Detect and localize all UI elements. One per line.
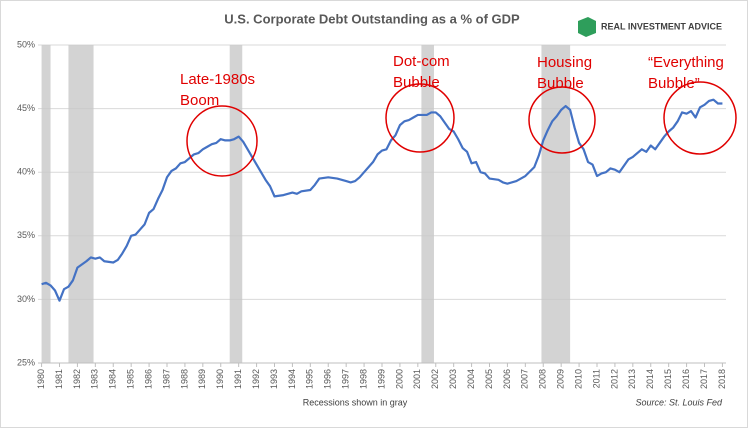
x-tick-label: 2018	[717, 369, 727, 389]
annotation-text: Boom	[180, 92, 219, 109]
brand-text: REAL INVESTMENT ADVICE	[601, 21, 722, 31]
x-tick-label: 1981	[54, 369, 64, 389]
y-tick-label: 45%	[17, 103, 35, 113]
annotation-text: Housing	[537, 54, 592, 71]
x-tick-label: 1987	[161, 369, 171, 389]
annotation-text: Bubble	[537, 75, 584, 92]
recession-band	[229, 45, 243, 363]
x-tick-label: 1984	[108, 369, 118, 389]
data-line	[41, 98, 723, 302]
x-tick-label: 1986	[143, 369, 153, 389]
x-tick-label: 2000	[394, 369, 404, 389]
annotation-circle	[663, 81, 737, 155]
x-tick-label: 1982	[72, 369, 82, 389]
recession-band	[68, 45, 94, 363]
annotation-text: Bubble	[393, 74, 440, 91]
annotation-circle	[186, 105, 258, 177]
brand-logo: REAL INVESTMENT ADVICE	[578, 17, 722, 37]
x-tick-label: 2007	[520, 369, 530, 389]
x-tick-label: 2001	[412, 369, 422, 389]
annotation-text: “Everything	[648, 54, 724, 71]
x-tick-label: 1998	[358, 369, 368, 389]
x-tick-label: 2013	[627, 369, 637, 389]
x-tick-label: 1989	[197, 369, 207, 389]
annotation-circle	[528, 86, 596, 154]
x-tick-label: 1996	[323, 369, 333, 389]
x-tick-label: 2016	[681, 369, 691, 389]
x-tick-label: 2011	[591, 369, 601, 388]
x-tick-label: 2004	[466, 369, 476, 389]
y-tick-label: 40%	[17, 167, 35, 177]
x-tick-label: 2012	[609, 369, 619, 389]
x-tick-label: 2002	[430, 369, 440, 389]
recession-band	[541, 45, 571, 363]
chart-title: U.S. Corporate Debt Outstanding as a % o…	[224, 11, 520, 26]
x-tick-label: 2014	[645, 369, 655, 389]
x-tick-label: 2015	[663, 369, 673, 389]
x-tick-label: 1994	[287, 369, 297, 389]
recession-band	[421, 45, 434, 363]
x-tick-label: 2006	[502, 369, 512, 389]
y-tick-label: 50%	[17, 39, 35, 49]
x-tick-label: 2003	[448, 369, 458, 389]
annotation-text: Dot-com	[393, 53, 450, 70]
recession-band	[41, 45, 51, 363]
x-tick-label: 2008	[538, 369, 548, 389]
x-tick-label: 1995	[305, 369, 315, 389]
x-tick-label: 1999	[376, 369, 386, 389]
annotation-circle	[385, 83, 455, 153]
annotation-text: Bubble”	[648, 75, 700, 92]
x-tick-label: 2010	[573, 369, 583, 389]
y-tick-label: 25%	[17, 357, 35, 367]
x-tick-label: 1990	[215, 369, 225, 389]
x-tick-label: 1991	[233, 369, 243, 389]
footnote: Recessions shown in gray	[303, 397, 408, 407]
x-tick-label: 1992	[251, 369, 261, 389]
y-tick-label: 35%	[17, 230, 35, 240]
x-tick-label: 2005	[484, 369, 494, 389]
annotation-text: Late-1980s	[180, 71, 255, 88]
y-tick-label: 30%	[17, 294, 35, 304]
x-tick-label: 1983	[90, 369, 100, 389]
x-tick-label: 1993	[269, 369, 279, 389]
x-tick-label: 2017	[699, 369, 709, 389]
source: Source: St. Louis Fed	[635, 397, 723, 407]
x-tick-label: 1988	[179, 369, 189, 389]
x-tick-label: 1997	[341, 369, 351, 389]
x-tick-label: 1985	[126, 369, 136, 389]
logo-icon	[578, 17, 596, 37]
x-tick-label: 2009	[556, 369, 566, 389]
x-tick-label: 1980	[36, 369, 46, 389]
